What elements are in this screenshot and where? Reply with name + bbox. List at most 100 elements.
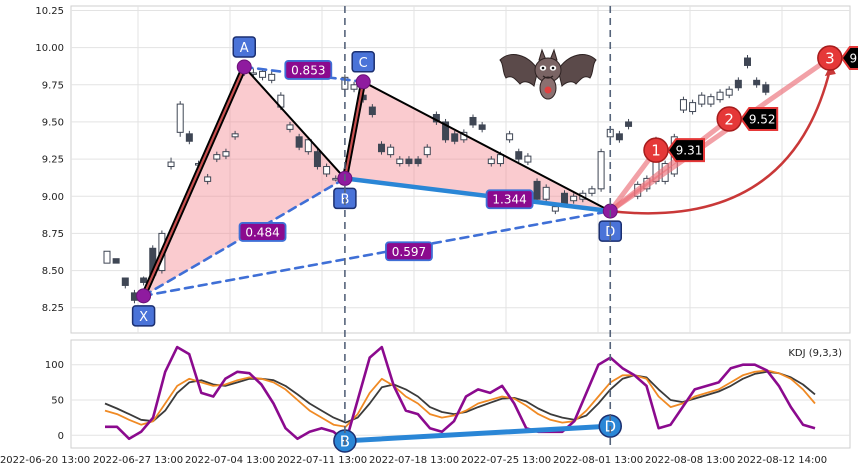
target-value-label: 9.31 [676, 144, 703, 158]
target-value-label: 9.52 [749, 112, 776, 126]
candle-down [451, 133, 459, 142]
candle-down [625, 121, 633, 127]
x-tick-label: 2022-07-04 13:00 [185, 455, 275, 466]
candle-up [387, 146, 395, 156]
target-value-box [840, 46, 858, 71]
candle-up [286, 124, 294, 130]
candle-up [204, 176, 212, 182]
candle-down [121, 277, 129, 286]
candle-down [753, 79, 761, 86]
x-tick-label: 2022-07-11 13:00 [277, 455, 367, 466]
candle-up [323, 166, 331, 175]
x-tick-label: 2022-08-08 13:00 [645, 455, 735, 466]
pattern-point-marker [236, 59, 252, 75]
candle-down [533, 180, 541, 200]
candle-up [222, 151, 230, 157]
price-tick-label: 8.25 [42, 303, 64, 314]
kdj-y-axis: 0 50 100 [45, 360, 64, 442]
pattern-point-label: C [359, 56, 368, 71]
pattern-point-badge [351, 51, 375, 73]
target-number-label: 2 [724, 110, 734, 128]
candle-up [396, 158, 404, 165]
candle-up [542, 186, 550, 200]
price-tick-label: 8.75 [42, 229, 64, 240]
price-tick-label: 9.75 [42, 80, 64, 91]
candle-down [615, 133, 623, 141]
target-arrow-line [607, 55, 833, 214]
candle-down [313, 151, 321, 168]
pattern-point-label: X [139, 310, 148, 325]
price-tick-label: 9.50 [42, 117, 64, 128]
kdj-tick-label: 50 [51, 396, 64, 407]
candle-up [707, 96, 715, 105]
candle-down [378, 143, 385, 153]
target-markers: 9.31 1 9.52 2 9.93 3 [643, 45, 858, 163]
x-tick-label: 2022-07-25 13:00 [461, 455, 551, 466]
kdj-tick-label: 100 [45, 360, 64, 371]
candle-up [588, 188, 596, 194]
target-value-box [739, 106, 779, 131]
ratio-badge [485, 189, 534, 210]
target-number-label: 3 [825, 50, 835, 68]
leg-bd [342, 176, 613, 214]
candle-down [185, 133, 193, 142]
price-tick-label: 10.00 [35, 43, 64, 54]
pattern-point-badge [598, 220, 622, 242]
target-number-marker [643, 137, 669, 163]
target-arrows [607, 55, 836, 215]
candle-down [515, 151, 523, 160]
candle-down [442, 121, 450, 141]
candle-up [103, 250, 111, 264]
x-tick-label: 2022-06-20 13:00 [0, 455, 90, 466]
kdj-k-line [104, 369, 816, 428]
time-axis: 2022-06-20 13:00 2022-06-27 13:00 2022-07-… [0, 455, 827, 466]
candle-up [423, 146, 431, 156]
candle-up [213, 154, 221, 160]
candle-down [295, 136, 303, 148]
price-y-axis: 8.25 8.50 8.75 9.00 9.25 9.50 9.75 10.00 10.25 [35, 6, 64, 314]
x-tick-label: 2022-06-27 13:00 [93, 455, 183, 466]
candle-up [304, 139, 312, 153]
pattern-points: XABCD [131, 36, 622, 327]
ratio-label: 0.597 [392, 245, 426, 259]
candle-down [368, 106, 376, 116]
candle-up [570, 195, 578, 202]
pattern-triangle [344, 81, 611, 212]
pattern-vertical-lines [344, 6, 612, 448]
ratio-badge [385, 241, 433, 262]
candle-up [597, 151, 605, 190]
pattern-point-badge [232, 36, 256, 58]
candle-down [140, 277, 148, 283]
candle-up [259, 70, 267, 78]
kdj-lines [104, 345, 816, 444]
target-arrow-curve [610, 69, 832, 215]
pattern-point-label: A [240, 41, 249, 56]
ratio-label: 0.853 [291, 63, 325, 77]
candle-up [679, 99, 687, 111]
candle-up [698, 94, 706, 105]
ratio-labels: 0.484 0.853 1.344 0.597 [238, 60, 534, 262]
x-tick-label: 2022-08-01 13:00 [553, 455, 643, 466]
candle-down [734, 79, 742, 89]
pattern-point-marker [355, 74, 371, 90]
pattern-point-badge [131, 305, 156, 327]
candle-up [551, 206, 559, 212]
kdj-j-line [105, 345, 816, 444]
ratio-badge [284, 60, 333, 80]
price-tick-label: 9.25 [42, 155, 64, 166]
candle-up [496, 154, 504, 165]
target-number-marker [817, 45, 843, 71]
x-tick-label: 2022-07-18 13:00 [369, 455, 459, 466]
kdj-legend-label: KDJ (9,3,3) [788, 348, 842, 359]
price-tick-label: 10.25 [35, 6, 64, 17]
price-tick-label: 8.50 [42, 266, 64, 277]
candle-down [478, 124, 486, 130]
target-value-box [666, 138, 705, 163]
candle-down [405, 158, 413, 165]
target-number-label: 1 [651, 142, 661, 160]
candle-up [167, 161, 175, 168]
leg-xa [142, 65, 246, 297]
bat-icon [499, 48, 597, 100]
pattern-point-label: D [605, 225, 615, 240]
